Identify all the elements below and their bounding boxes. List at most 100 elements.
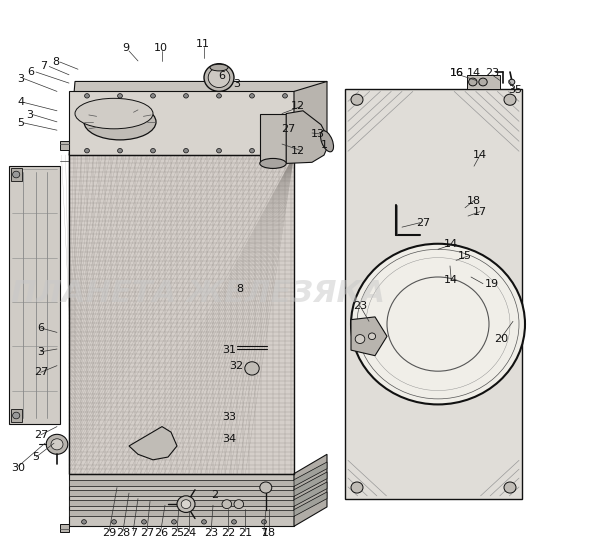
Text: 20: 20: [494, 334, 508, 344]
Polygon shape: [129, 427, 177, 460]
Polygon shape: [294, 482, 327, 506]
Text: 2: 2: [416, 218, 424, 228]
Text: 16: 16: [450, 68, 464, 78]
Circle shape: [142, 520, 146, 524]
Text: 18: 18: [467, 196, 481, 206]
Text: 2: 2: [211, 490, 218, 500]
Circle shape: [151, 148, 155, 153]
Polygon shape: [294, 492, 327, 516]
Text: 23: 23: [204, 528, 218, 538]
Circle shape: [151, 94, 155, 98]
Polygon shape: [294, 472, 327, 496]
Text: 17: 17: [473, 207, 487, 217]
Text: 12: 12: [291, 146, 305, 156]
Circle shape: [222, 500, 232, 509]
Text: 6: 6: [218, 71, 226, 81]
Polygon shape: [69, 474, 294, 526]
Ellipse shape: [75, 98, 153, 129]
Text: 6: 6: [37, 323, 44, 333]
Text: 26: 26: [154, 528, 168, 538]
Circle shape: [82, 520, 86, 524]
Circle shape: [184, 94, 188, 98]
Circle shape: [283, 148, 287, 153]
Circle shape: [368, 333, 376, 340]
Circle shape: [184, 148, 188, 153]
Text: 28: 28: [116, 528, 130, 538]
Polygon shape: [351, 317, 387, 356]
Text: 13: 13: [311, 129, 325, 139]
Polygon shape: [69, 480, 294, 486]
Circle shape: [118, 94, 122, 98]
Circle shape: [351, 482, 363, 493]
Polygon shape: [294, 454, 327, 526]
Text: 7: 7: [422, 218, 430, 228]
Polygon shape: [69, 510, 294, 516]
Text: 33: 33: [222, 412, 236, 422]
Text: 27: 27: [140, 528, 154, 538]
Polygon shape: [294, 81, 327, 155]
Text: 5: 5: [17, 118, 25, 128]
Text: 14: 14: [444, 239, 458, 249]
Text: 7: 7: [130, 528, 137, 538]
Circle shape: [245, 362, 259, 375]
Text: 11: 11: [196, 39, 210, 49]
Circle shape: [204, 64, 234, 91]
Text: 27: 27: [281, 124, 295, 134]
Circle shape: [217, 94, 221, 98]
Circle shape: [172, 520, 176, 524]
Text: 14: 14: [467, 68, 481, 78]
Polygon shape: [69, 81, 327, 155]
Text: 18: 18: [262, 528, 276, 538]
Text: 7: 7: [40, 61, 47, 71]
Circle shape: [250, 148, 254, 153]
Circle shape: [177, 496, 195, 512]
Circle shape: [85, 94, 89, 98]
Circle shape: [509, 79, 515, 85]
Bar: [11, 409, 22, 422]
Polygon shape: [60, 524, 69, 532]
Circle shape: [202, 520, 206, 524]
Circle shape: [112, 520, 116, 524]
Circle shape: [13, 412, 20, 419]
Text: 25: 25: [170, 528, 184, 538]
Circle shape: [208, 68, 230, 88]
Polygon shape: [467, 75, 500, 89]
Ellipse shape: [320, 131, 334, 152]
Text: 15: 15: [458, 251, 472, 261]
Text: 7: 7: [260, 528, 268, 538]
Polygon shape: [69, 91, 294, 155]
Text: 16: 16: [450, 68, 464, 78]
Ellipse shape: [84, 104, 156, 140]
Circle shape: [250, 94, 254, 98]
Ellipse shape: [210, 64, 228, 71]
Circle shape: [355, 335, 365, 343]
Circle shape: [351, 94, 363, 105]
Ellipse shape: [260, 158, 286, 168]
Polygon shape: [69, 155, 294, 474]
Text: 6: 6: [28, 67, 35, 77]
Polygon shape: [69, 490, 294, 496]
Text: 32: 32: [229, 361, 243, 371]
Circle shape: [479, 78, 487, 86]
Circle shape: [469, 78, 477, 86]
Circle shape: [260, 482, 272, 493]
Circle shape: [46, 434, 68, 454]
Text: 9: 9: [122, 43, 130, 53]
Circle shape: [351, 244, 525, 404]
Circle shape: [262, 520, 266, 524]
Text: 3: 3: [37, 347, 44, 357]
Polygon shape: [60, 141, 69, 150]
Circle shape: [283, 94, 287, 98]
Text: 27: 27: [34, 430, 48, 440]
Polygon shape: [260, 114, 286, 163]
Text: 8: 8: [52, 57, 59, 67]
Polygon shape: [294, 462, 327, 486]
Circle shape: [118, 148, 122, 153]
Text: 10: 10: [154, 43, 168, 53]
Text: 5: 5: [32, 452, 40, 462]
Text: 3: 3: [26, 110, 34, 120]
Text: 30: 30: [11, 463, 25, 473]
Circle shape: [504, 94, 516, 105]
Circle shape: [13, 171, 20, 178]
Circle shape: [504, 482, 516, 493]
